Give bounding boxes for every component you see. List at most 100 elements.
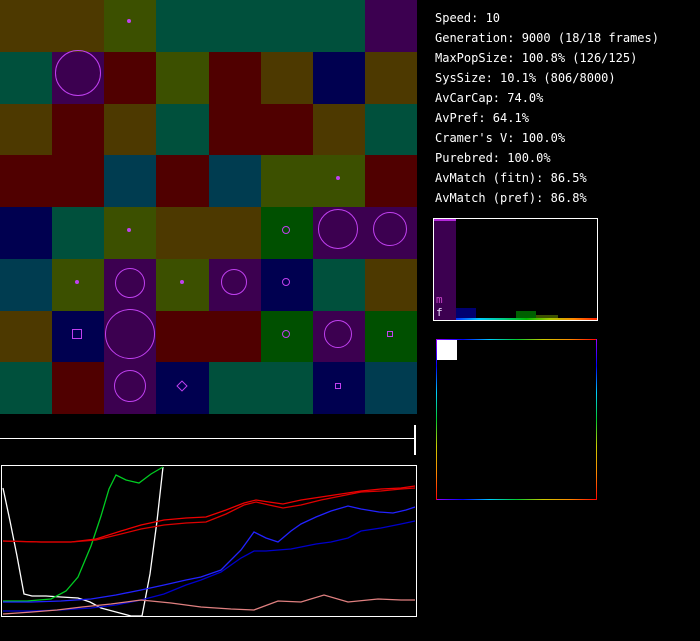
grid-cell bbox=[208, 103, 261, 156]
organism-marker bbox=[282, 226, 290, 234]
organism-marker bbox=[127, 228, 131, 232]
histogram-full-bar: m f bbox=[434, 219, 456, 320]
grid-cell bbox=[156, 51, 209, 104]
stats-panel: Speed: 10 Generation: 9000 (18/18 frames)… bbox=[435, 8, 697, 208]
stat-line: Cramer's V: 100.0% bbox=[435, 131, 566, 145]
histogram-bar bbox=[536, 315, 558, 320]
grid-cell bbox=[52, 103, 105, 156]
grid-cell bbox=[0, 258, 53, 311]
grid-cell bbox=[364, 362, 417, 414]
grid-cell bbox=[52, 0, 105, 52]
grid-cell bbox=[0, 0, 53, 52]
hue-axis-strip bbox=[456, 318, 597, 320]
organism-marker bbox=[324, 320, 352, 348]
organism-marker bbox=[336, 176, 340, 180]
grid-cell bbox=[156, 103, 209, 156]
grid-cell bbox=[312, 103, 365, 156]
grid-cell bbox=[312, 258, 365, 311]
hue-border-top bbox=[436, 339, 597, 340]
grid-cell bbox=[104, 51, 157, 104]
organism-marker bbox=[282, 330, 290, 338]
chart-series-red-upper bbox=[2, 485, 416, 543]
grid-cell bbox=[156, 207, 209, 259]
stat-line: MaxPopSize: 100.8% (126/125) bbox=[435, 51, 638, 65]
grid-cell bbox=[104, 207, 157, 259]
organism-marker bbox=[115, 268, 145, 298]
organism-marker bbox=[176, 380, 188, 392]
organism-marker bbox=[55, 50, 101, 96]
hue-border-right bbox=[596, 339, 597, 500]
stat-line: Purebred: 100.0% bbox=[435, 151, 551, 165]
territory-grid bbox=[0, 0, 417, 414]
history-chart bbox=[2, 466, 416, 616]
grid-cell bbox=[52, 310, 105, 363]
grid-cell bbox=[52, 155, 105, 207]
organism-marker bbox=[180, 280, 184, 284]
grid-cell bbox=[0, 155, 53, 207]
grid-cell bbox=[0, 310, 53, 363]
stat-line: AvPref: 64.1% bbox=[435, 111, 529, 125]
chart-series-blue-lower bbox=[3, 520, 416, 612]
grid-cell bbox=[312, 51, 365, 104]
grid-cell bbox=[52, 207, 105, 259]
chart-series-blue-upper bbox=[3, 505, 416, 603]
organism-marker bbox=[105, 309, 155, 359]
grid-cell bbox=[156, 362, 209, 414]
history-chart-panel bbox=[1, 465, 417, 617]
grid-cell bbox=[104, 103, 157, 156]
grid-cell bbox=[260, 362, 313, 414]
grid-cell bbox=[52, 362, 105, 414]
histogram-bar bbox=[456, 308, 476, 320]
histogram-bar-cap bbox=[434, 219, 456, 221]
grid-cell bbox=[364, 155, 417, 207]
organism-marker bbox=[335, 383, 341, 389]
grid-cell bbox=[208, 155, 261, 207]
grid-cell bbox=[156, 0, 209, 52]
chart-series-red-lower bbox=[2, 487, 416, 543]
grid-cell bbox=[208, 310, 261, 363]
grid-cell bbox=[364, 103, 417, 156]
stat-line: SysSize: 10.1% (806/8000) bbox=[435, 71, 616, 85]
grid-cell bbox=[364, 51, 417, 104]
organism-marker bbox=[72, 329, 82, 339]
stat-line: Generation: 9000 (18/18 frames) bbox=[435, 31, 659, 45]
stat-line: Speed: 10 bbox=[435, 11, 501, 25]
organism-marker bbox=[373, 212, 407, 246]
world-map-panel[interactable] bbox=[0, 0, 417, 414]
grid-cell bbox=[312, 0, 365, 52]
grid-cell bbox=[156, 258, 209, 311]
hue-map-cursor bbox=[437, 340, 457, 360]
grid-cell bbox=[260, 0, 313, 52]
sex-ratio-histogram-panel: m f bbox=[433, 218, 598, 321]
grid-cell bbox=[364, 0, 417, 52]
organism-marker bbox=[75, 280, 79, 284]
organism-marker bbox=[318, 209, 358, 249]
grid-cell bbox=[0, 362, 53, 414]
organism-marker bbox=[114, 370, 146, 402]
grid-cell bbox=[208, 362, 261, 414]
female-label: f bbox=[436, 306, 444, 319]
hue-border-bottom bbox=[436, 499, 597, 500]
chart-series-green bbox=[3, 466, 164, 602]
grid-cell bbox=[0, 51, 53, 104]
organism-marker bbox=[387, 331, 393, 337]
timeline-track[interactable] bbox=[0, 438, 416, 439]
organism-marker bbox=[282, 278, 290, 286]
grid-cell bbox=[0, 207, 53, 259]
grid-cell bbox=[260, 51, 313, 104]
grid-cell bbox=[208, 207, 261, 259]
sex-labels: m f bbox=[436, 293, 456, 319]
grid-cell bbox=[156, 155, 209, 207]
grid-cell bbox=[260, 103, 313, 156]
grid-cell bbox=[208, 51, 261, 104]
grid-cell bbox=[52, 258, 105, 311]
genotype-hue-map-panel bbox=[436, 339, 597, 500]
chart-series-pink bbox=[2, 594, 415, 615]
male-label: m bbox=[436, 293, 444, 306]
grid-cell bbox=[208, 0, 261, 52]
grid-cell bbox=[0, 103, 53, 156]
grid-cell bbox=[260, 155, 313, 207]
timeline-thumb[interactable] bbox=[414, 425, 416, 455]
stat-line: AvMatch (pref): 86.8% bbox=[435, 191, 587, 205]
